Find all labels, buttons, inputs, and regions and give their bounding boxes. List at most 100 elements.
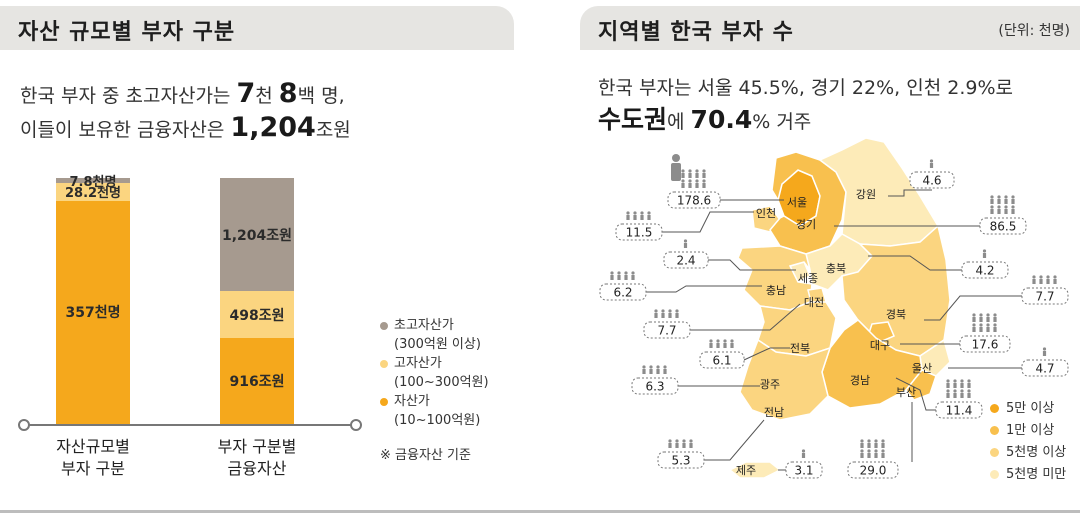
value-text-region-3: 4.6 [922,174,941,188]
people-icon-group-region-2 [990,195,1015,214]
people-icon-group-region-12 [642,365,667,374]
person-icon [881,449,885,453]
region-name-region-2: 경기 [796,218,816,231]
person-icon-body [675,313,679,318]
person-icon [1004,205,1008,209]
person-icon [953,389,957,393]
person-icon-body [867,453,871,458]
person-icon-body [982,253,987,258]
person-icon [1042,347,1047,351]
person-icon [661,309,665,313]
person-icon [986,313,990,317]
person-icon [675,439,679,443]
right-desc-line1: 한국 부자는 서울 45.5%, 경기 22%, 인천 2.9%로 [598,77,1013,99]
person-icon-body [986,327,990,332]
value-box-region-13 [935,401,983,419]
person-icon-body [1011,209,1015,214]
bar-segment-0-1: 28.2천명 [56,182,130,201]
right-desc-line2: 수도권에 70.4% 거주 [598,105,812,134]
people-icon-group-region-13 [946,379,971,398]
value-box-region-8 [1021,287,1069,305]
person-icon-body [993,327,997,332]
value-box-region-7 [643,321,691,339]
person-icon [624,271,628,275]
people-icon-group-region-5 [982,249,987,258]
value-text-region-1: 11.5 [626,226,653,240]
left-description: 한국 부자 중 초고자산가는 7천 8백 명, 이들이 보유한 금융자산은 1,… [20,78,351,146]
person-icon [972,323,976,327]
left-desc-line2: 이들이 보유한 금융자산은 1,204조원 [20,112,351,143]
map-legend-item-0: 5만 이상 [990,398,1066,420]
legend-item-asset: 자산가 [380,392,489,411]
person-icon [867,439,871,443]
person-icon [683,239,688,243]
person-icon-body [640,215,644,220]
person-icon [649,365,653,369]
person-icon [967,379,971,383]
person-icon [642,365,646,369]
value-text-region-5: 4.2 [975,264,994,278]
legend-swatch-asset [380,397,388,406]
leader-region-6 [646,285,762,293]
people-icon-group-region-16 [801,449,806,458]
person-icon-body [867,443,871,448]
value-text-region-12: 6.3 [645,380,664,394]
value-text-region-16: 3.1 [794,464,813,478]
leader-region-10 [743,347,790,361]
person-icon [967,389,971,393]
value-box-region-5 [961,261,1009,279]
x-label-0: 자산규모별 부자 구분 [56,437,130,478]
legend-sub-high: (100~300억원) [394,375,489,390]
people-icon-group-region-11 [1042,347,1047,356]
person-icon [997,205,1001,209]
map-region-14 [905,369,937,401]
person-icon-body [668,313,672,318]
person-icon-body [1039,279,1043,284]
person-icon-body [960,393,964,398]
bar-label-0-2: 7.8천명 [69,174,117,190]
person-icon-body [695,173,699,178]
legend-sub-ultra: (300억원 이상) [394,337,481,352]
leader-region-13 [895,377,936,411]
region-name-region-6: 충남 [766,284,786,297]
person-icon-body [946,383,950,388]
people-icon-group-region-0 [681,169,706,188]
person-icon-body [610,275,614,280]
value-box-region-9 [959,335,1011,353]
person-icon-body [688,183,692,188]
person-icon-body [1004,199,1008,204]
legend-swatch-ultra [380,321,388,330]
value-text-region-13: 11.4 [946,404,973,418]
person-icon-body [647,215,651,220]
legend-item-high: 고자산가 [380,354,489,373]
value-box-region-4 [663,251,709,269]
person-icon [1032,275,1036,279]
region-name-region-16: 제주 [736,464,756,477]
person-icon [633,211,637,215]
person-icon-body [881,443,885,448]
person-icon-body [860,443,864,448]
region-name-region-7: 대전 [804,296,824,309]
person-icon-body [689,443,693,448]
leader-region-8 [924,295,1022,321]
person-icon-body [617,275,621,280]
person-icon-body [997,209,1001,214]
person-icon-body [624,275,628,280]
bar-label-0-0: 357천명 [65,305,121,322]
value-text-region-14: 29.0 [860,464,887,478]
person-icon [990,205,994,209]
person-icon [695,169,699,173]
value-text-region-11: 4.7 [1035,362,1054,376]
people-icon-group-region-1 [626,211,651,220]
person-icon-body [716,343,720,348]
person-icon-body [709,343,713,348]
person-icon [689,439,693,443]
map-legend-swatch-1 [990,426,999,435]
person-icon [681,169,685,173]
person-icon [631,271,635,275]
region-name-region-11: 울산 [912,362,932,375]
left-panel-header: 자산 규모별 부자 구분 [0,6,514,50]
person-icon [610,271,614,275]
large-person-icon [671,154,681,181]
person-icon-body [1011,199,1015,204]
